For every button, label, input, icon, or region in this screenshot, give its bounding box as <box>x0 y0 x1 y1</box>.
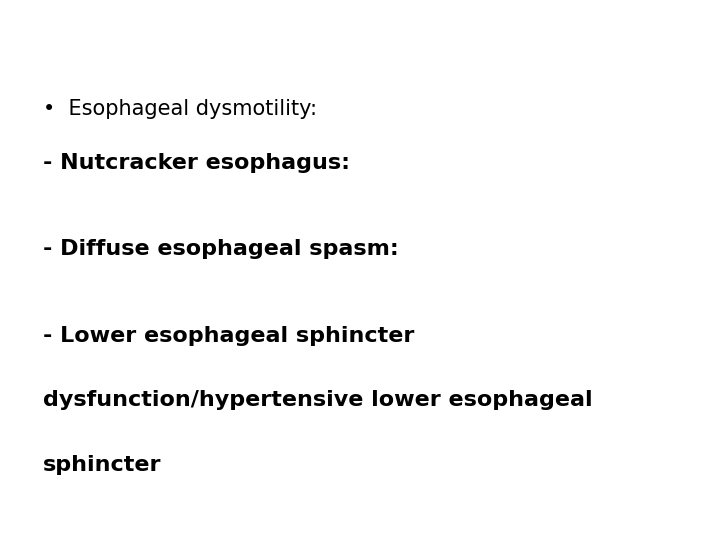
Text: - Diffuse esophageal spasm:: - Diffuse esophageal spasm: <box>43 239 399 259</box>
Text: sphincter: sphincter <box>43 455 162 475</box>
Text: - Nutcracker esophagus:: - Nutcracker esophagus: <box>43 153 350 173</box>
Text: •  Esophageal dysmotility:: • Esophageal dysmotility: <box>43 99 318 119</box>
Text: dysfunction/hypertensive lower esophageal: dysfunction/hypertensive lower esophagea… <box>43 390 593 410</box>
Text: - Lower esophageal sphincter: - Lower esophageal sphincter <box>43 326 415 346</box>
